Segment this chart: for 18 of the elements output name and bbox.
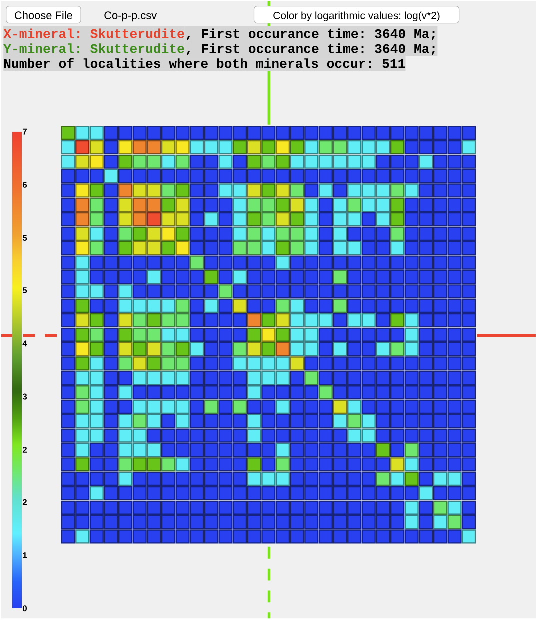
text: , First occurance time: 3640 Ma; [186,28,435,41]
text: Y-mineral: Skutterudite [3,44,184,54]
color-bar-label: 5 [22,288,27,294]
text: Co-p-p.csv [104,12,157,22]
color-bar-label: 2 [22,446,27,453]
color-bar-label: 1 [22,552,27,558]
color-bar-label: 4 [22,340,28,347]
color-bar-label: 0 [22,606,27,612]
color-bar-label: 6 [22,182,27,188]
color-bar-label: 5 [22,235,27,242]
text: , First occurance time: 3640 Ma; [186,44,435,56]
text: Number of localities where both minerals occur: 511 [4,58,405,68]
text: X-mineral: Skutterudite [3,28,184,38]
color-bar-label: 3 [22,394,27,400]
text: Color by logarithmic values: log(v*2) [273,12,440,22]
text: Choose File [14,11,72,20]
color-bar-label: 2 [22,499,27,506]
color-bar-label: 7 [22,128,27,135]
